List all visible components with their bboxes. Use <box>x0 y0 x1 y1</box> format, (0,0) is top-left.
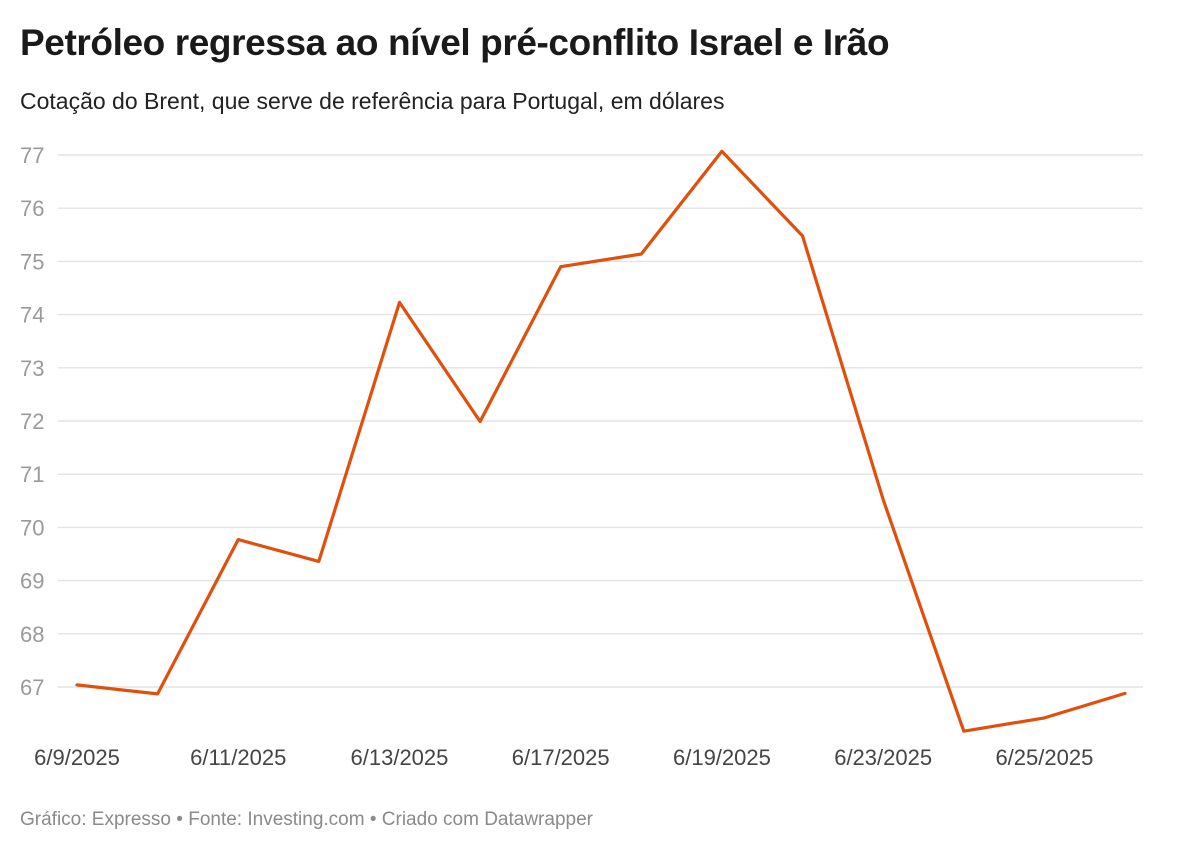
data-point <box>478 420 482 424</box>
data-point <box>397 300 401 304</box>
series-line <box>75 149 1127 733</box>
y-tick-label: 67 <box>20 675 44 700</box>
data-point <box>881 498 885 502</box>
y-tick-label: 76 <box>20 196 44 221</box>
x-tick-label: 6/9/2025 <box>34 745 120 770</box>
y-tick-label: 77 <box>20 143 44 168</box>
data-point <box>236 538 240 542</box>
x-tick-label: 6/17/2025 <box>512 745 610 770</box>
chart-title: Petróleo regressa ao nível pré-conflito … <box>20 22 890 63</box>
data-point <box>720 149 724 153</box>
y-tick-label: 68 <box>20 622 44 647</box>
y-tick-label: 72 <box>20 409 44 434</box>
data-point <box>75 683 79 687</box>
x-tick-label: 6/11/2025 <box>190 745 286 770</box>
y-tick-label: 74 <box>20 303 44 328</box>
x-tick-label: 6/19/2025 <box>673 745 771 770</box>
y-tick-label: 73 <box>20 356 44 381</box>
y-tick-label: 71 <box>20 462 44 487</box>
y-tick-label: 69 <box>20 569 44 594</box>
data-point <box>156 692 160 696</box>
data-point <box>559 265 563 269</box>
data-point <box>1042 716 1046 720</box>
y-tick-label: 70 <box>20 515 44 540</box>
data-point <box>639 252 643 256</box>
x-tick-label: 6/23/2025 <box>834 745 932 770</box>
x-tick-label: 6/25/2025 <box>995 745 1093 770</box>
chart-footer: Gráfico: Expresso • Fonte: Investing.com… <box>20 809 593 830</box>
data-point <box>1123 691 1127 695</box>
x-tick-label: 6/13/2025 <box>351 745 449 770</box>
y-tick-label: 75 <box>20 249 44 274</box>
chart-subtitle: Cotação do Brent, que serve de referênci… <box>20 88 725 114</box>
data-point <box>801 234 805 238</box>
data-point <box>317 559 321 563</box>
data-point <box>962 729 966 733</box>
